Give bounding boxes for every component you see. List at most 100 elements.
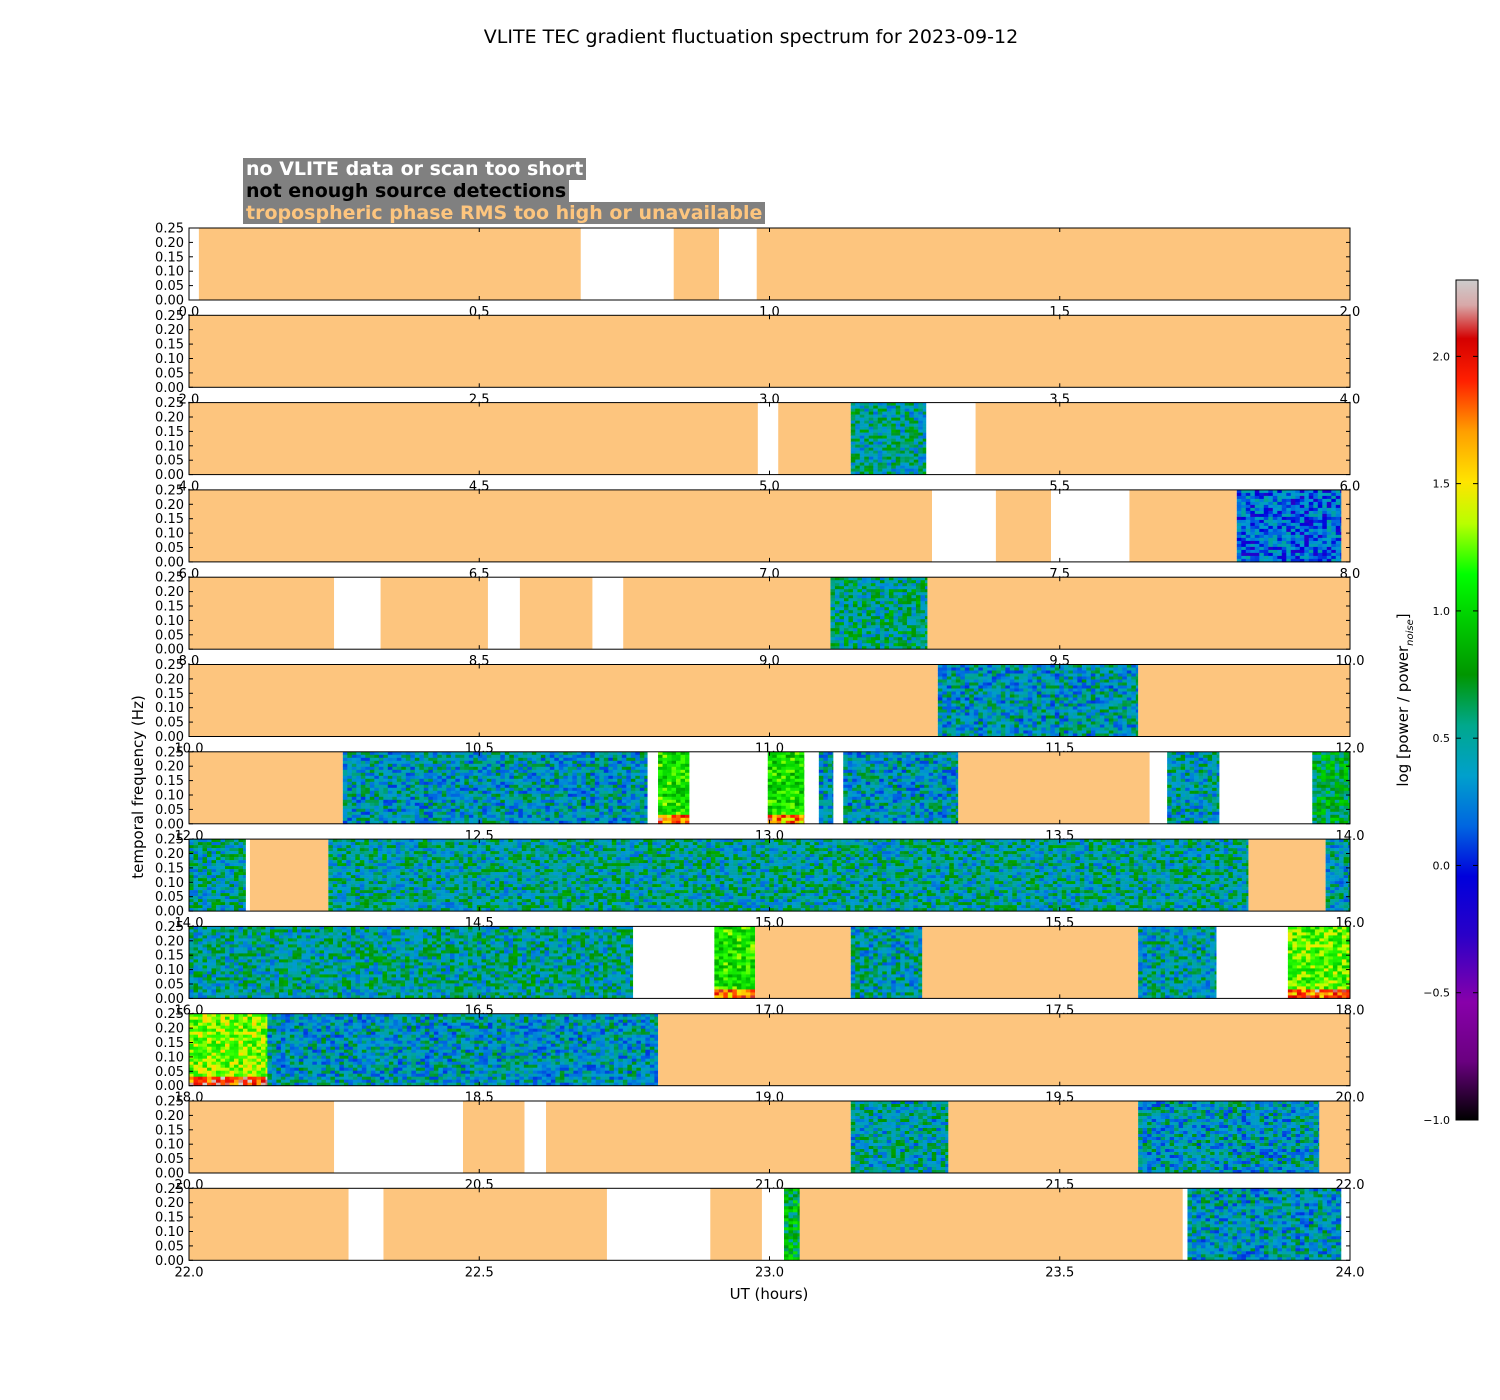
- flagged-segment: [995, 489, 1052, 562]
- spectrum-segment: [1138, 926, 1217, 999]
- spectrum-segment: [1287, 926, 1351, 999]
- spectrum-segment: [784, 1188, 800, 1261]
- flagged-segment: [546, 1101, 851, 1173]
- y-tick-label: 0.25: [155, 1182, 184, 1197]
- y-tick-label: 0.25: [155, 309, 184, 324]
- y-tick-label: 0.10: [155, 439, 184, 454]
- no-data-segment: [334, 577, 381, 650]
- chart-title: VLITE TEC gradient fluctuation spectrum …: [484, 26, 1018, 48]
- flagged-segment: [189, 577, 335, 650]
- panel-4: 0.000.050.100.150.200.258.0 8.5 9.0 9.5 10.0: [155, 571, 1364, 670]
- flagged-segment: [958, 751, 1150, 824]
- y-tick-label: 0.10: [155, 352, 184, 367]
- flagged-segment: [189, 751, 343, 824]
- spectrum-panels: 0.000.050.100.150.200.250.0 0.5 1.0 1.5 2.00…: [155, 222, 1364, 1281]
- y-tick-label: 0.05: [155, 1239, 184, 1254]
- spectrum-segment: [850, 1101, 949, 1174]
- no-data-segment: [606, 1188, 711, 1261]
- colorbar-tick-label: 2.0: [1433, 350, 1451, 363]
- x-tick-label: 23.5: [1045, 1265, 1074, 1280]
- y-tick-label: 0.05: [155, 803, 184, 818]
- no-data-segment: [932, 489, 996, 562]
- colorbar-tick-label: −1.0: [1423, 1114, 1450, 1127]
- no-data-segment: [647, 751, 659, 824]
- flagged-segment: [799, 1188, 1183, 1261]
- flagged-segment: [623, 577, 831, 650]
- y-tick-label: 0.15: [155, 687, 184, 702]
- y-tick-label: 0.15: [155, 1123, 184, 1138]
- spectrum-segment: [1312, 751, 1351, 825]
- no-data-segment: [189, 228, 199, 300]
- no-data-segment: [1216, 926, 1288, 999]
- y-tick-label: 0.00: [155, 1167, 184, 1182]
- y-tick-label: 0.10: [155, 963, 184, 978]
- no-data-segment: [245, 839, 250, 912]
- spectrum-segment: [818, 751, 834, 825]
- flagged-segment: [189, 664, 938, 737]
- flagged-segment: [189, 489, 933, 562]
- y-tick-label: 0.00: [155, 468, 184, 483]
- y-tick-label: 0.20: [155, 1109, 184, 1124]
- spectrum-segment: [843, 751, 959, 825]
- y-tick-label: 0.00: [155, 730, 184, 745]
- colorbar-gradient: [1455, 279, 1479, 1121]
- y-tick-label: 0.10: [155, 789, 184, 804]
- spectrum-segment: [1167, 751, 1220, 825]
- flagged-segment: [710, 1188, 762, 1261]
- y-tick-label: 0.25: [155, 483, 184, 498]
- no-data-segment: [689, 751, 768, 824]
- y-tick-label: 0.15: [155, 861, 184, 876]
- no-data-segment: [487, 577, 520, 650]
- colorbar: −1.0 −0.5 0.0 0.5 1.0 1.5 2.0 log [power / pow…: [1394, 279, 1479, 1127]
- no-data-segment: [592, 577, 624, 650]
- spectrum-segment: [1187, 1188, 1342, 1261]
- no-data-segment: [1051, 489, 1130, 562]
- y-tick-label: 0.20: [155, 498, 184, 513]
- y-tick-label: 0.25: [155, 571, 184, 586]
- flagged-segment: [754, 926, 851, 999]
- no-data-segment: [719, 228, 757, 300]
- y-tick-label: 0.15: [155, 949, 184, 964]
- y-tick-label: 0.25: [155, 745, 184, 760]
- legend-few-detections-label: not enough source detections: [246, 180, 566, 202]
- y-tick-label: 0.20: [155, 760, 184, 775]
- y-tick-label: 0.25: [155, 396, 184, 411]
- flagged-segment: [975, 402, 1350, 475]
- y-tick-label: 0.05: [155, 1065, 184, 1080]
- y-tick-label: 0.05: [155, 628, 184, 643]
- y-tick-label: 0.20: [155, 585, 184, 600]
- y-tick-label: 0.10: [155, 1050, 184, 1065]
- y-tick-label: 0.05: [155, 716, 184, 731]
- y-axis-label: temporal frequency (Hz): [129, 695, 147, 879]
- spectrum-segment: [714, 926, 756, 999]
- y-tick-label: 0.15: [155, 250, 184, 265]
- y-tick-label: 0.05: [155, 1152, 184, 1167]
- panel-1: 0.000.050.100.150.200.252.0 2.5 3.0 3.5 4.0: [155, 309, 1360, 408]
- legend-few-detections: not enough source detections: [243, 180, 570, 202]
- y-tick-label: 0.25: [155, 658, 184, 673]
- y-tick-label: 0.15: [155, 338, 184, 353]
- no-data-segment: [757, 402, 779, 475]
- y-tick-label: 0.05: [155, 454, 184, 469]
- spectrum-segment: [850, 402, 927, 475]
- no-data-segment: [633, 926, 715, 999]
- flagged-segment: [1129, 489, 1237, 562]
- y-tick-label: 0.15: [155, 1211, 184, 1226]
- y-tick-label: 0.25: [155, 1095, 184, 1110]
- y-tick-label: 0.20: [155, 236, 184, 251]
- no-data-segment: [761, 1188, 785, 1261]
- y-tick-label: 0.10: [155, 614, 184, 629]
- y-tick-label: 0.25: [155, 1007, 184, 1022]
- x-tick-label: 22.0: [175, 1265, 204, 1280]
- spectrum-segment: [830, 577, 928, 650]
- y-tick-label: 0.20: [155, 672, 184, 687]
- panel-2: 0.000.050.100.150.200.254.0 4.5 5.0 5.5 6.0: [155, 396, 1360, 495]
- y-tick-label: 0.10: [155, 701, 184, 716]
- flagged-segment: [189, 1101, 335, 1173]
- y-tick-label: 0.20: [155, 847, 184, 862]
- spectrum-segment: [937, 664, 1139, 737]
- y-tick-label: 0.00: [155, 555, 184, 570]
- y-tick-label: 0.10: [155, 1138, 184, 1153]
